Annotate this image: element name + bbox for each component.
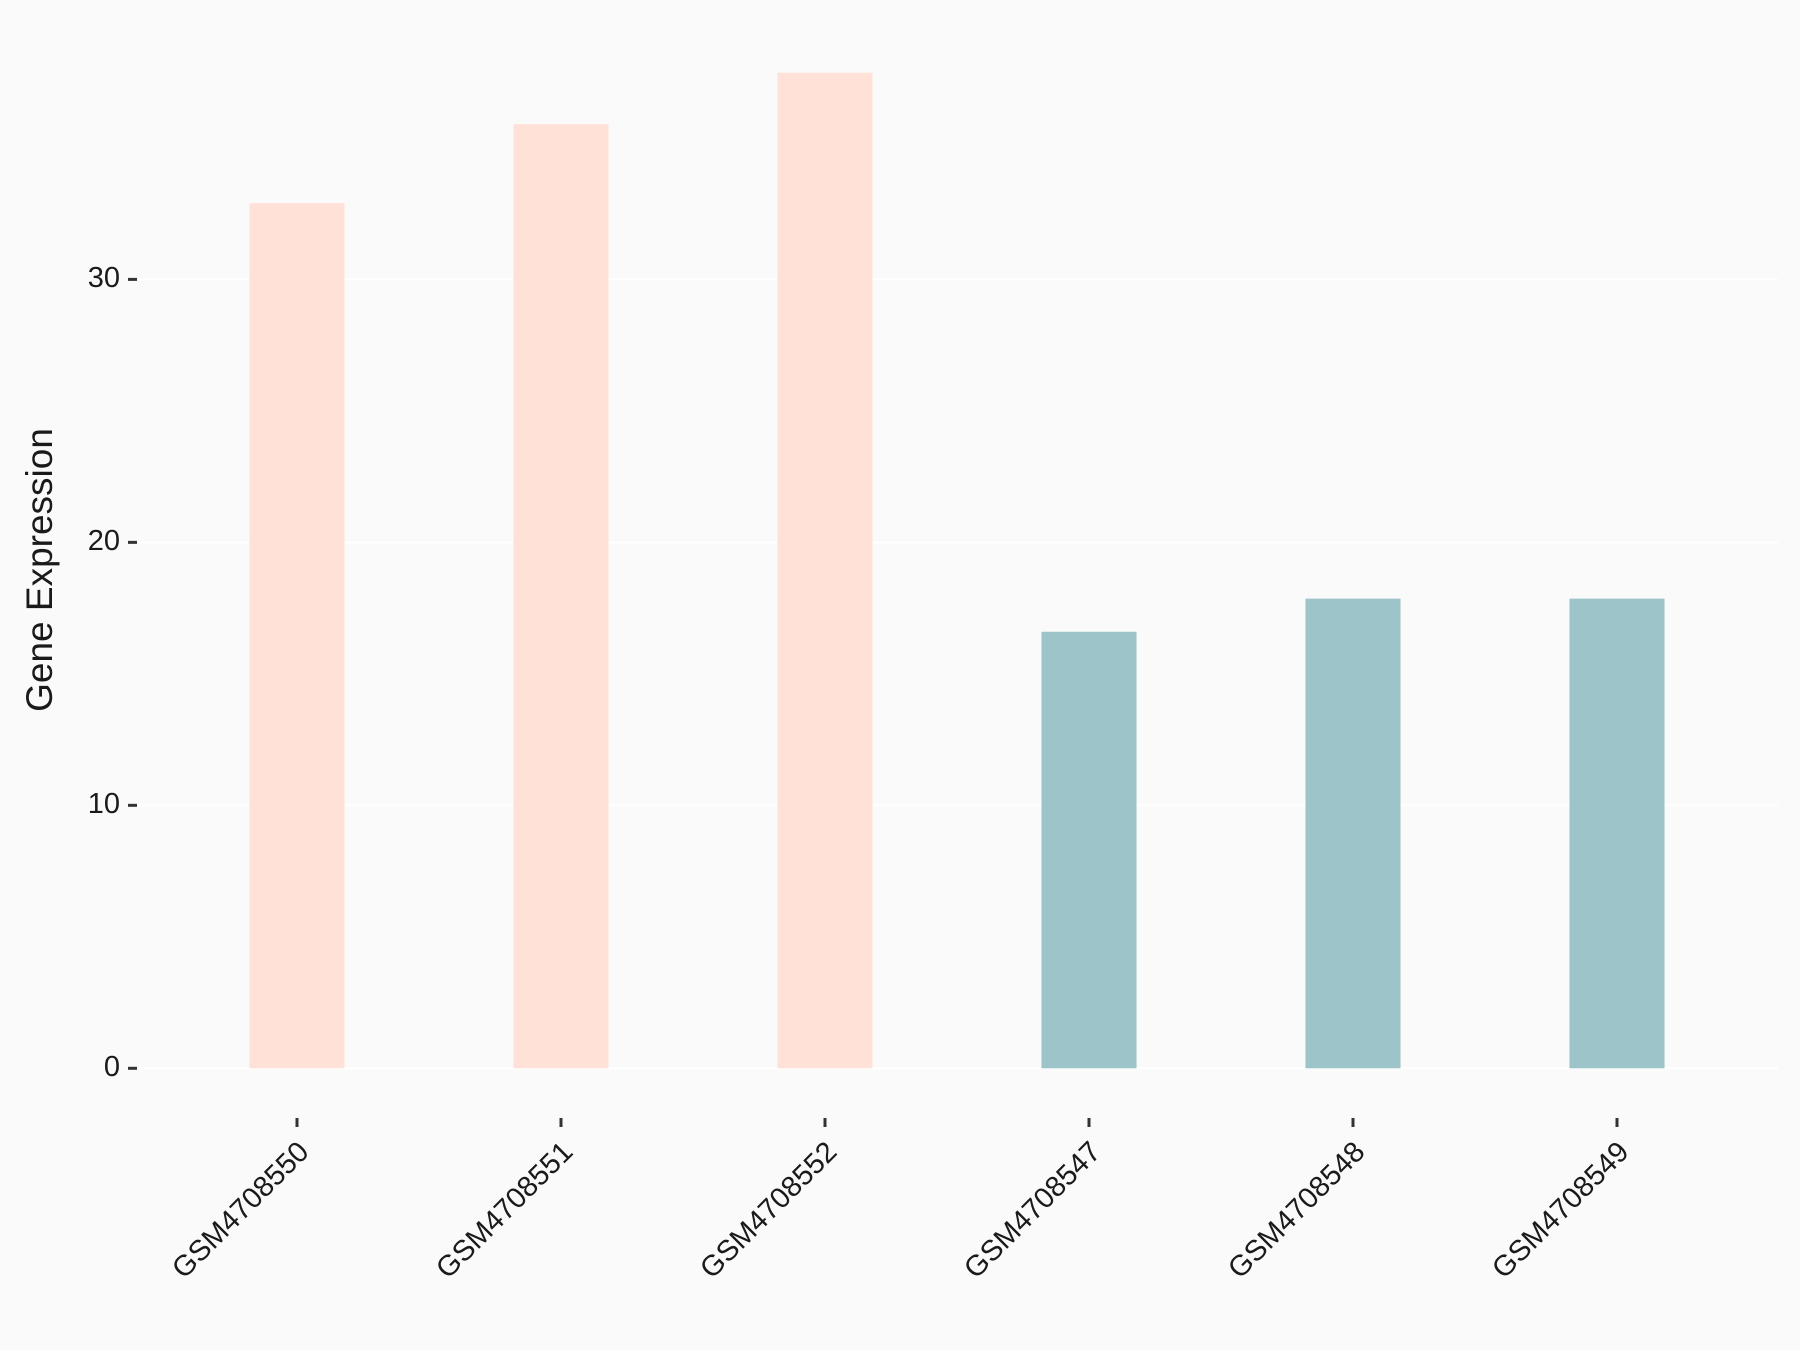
y-tick-label: 20 xyxy=(88,525,120,557)
bar xyxy=(1305,598,1401,1069)
y-tick-label: 30 xyxy=(88,262,120,294)
bar xyxy=(777,72,873,1069)
y-axis-title: Gene Expression xyxy=(19,428,60,712)
bar xyxy=(513,124,609,1069)
bar xyxy=(1569,598,1665,1069)
bar xyxy=(249,203,345,1069)
bar xyxy=(1041,631,1137,1069)
y-tick-label: 0 xyxy=(104,1051,120,1083)
y-tick-label: 10 xyxy=(88,788,120,820)
